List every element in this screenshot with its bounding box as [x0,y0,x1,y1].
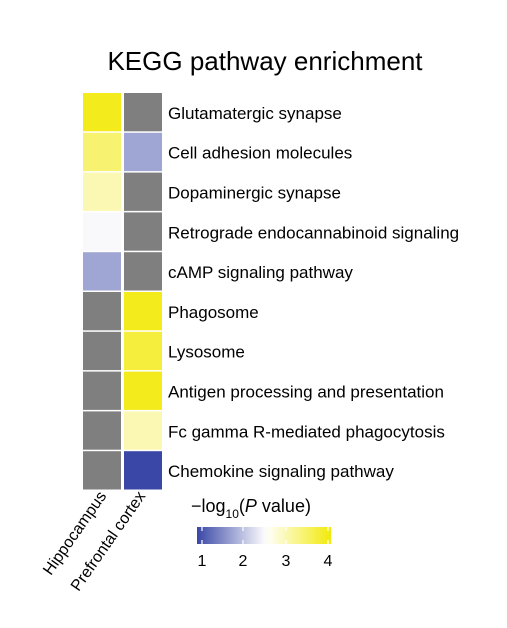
heatmap-cell [83,132,121,172]
row-labels: Glutamatergic synapse Cell adhesion molec… [168,104,459,481]
heatmap-cell [124,451,162,490]
heatmap-cell [124,132,162,172]
row-label: Lysosome [168,343,245,362]
heatmap-cell [124,212,162,251]
heatmap-cell [83,172,121,211]
heatmap-cell [124,172,162,211]
heatmap-cell [83,451,121,490]
heatmap-cell [83,292,121,331]
row-label: cAMP signaling pathway [168,263,353,282]
heatmap-cell [124,252,162,291]
heatmap-cell [124,93,162,132]
row-label: Retrograde endocannabinoid signaling [168,223,459,242]
row-label: Glutamatergic synapse [168,104,342,123]
heatmap-cell [83,93,121,132]
colorbar [197,527,331,544]
colorbar-legend: −log10(P value) 1 2 3 4 [191,496,333,570]
heatmap-cell [124,292,162,331]
heatmap-cell [124,411,162,450]
row-label: Fc gamma R-mediated phagocytosis [168,422,445,441]
chart-title: KEGG pathway enrichment [107,46,423,76]
row-label: Phagosome [168,303,259,322]
heatmap-cell [83,411,121,450]
heatmap-cell [83,331,121,371]
row-label: Antigen processing and presentation [168,383,444,402]
colorbar-tick-label: 4 [324,553,333,570]
row-label: Chemokine signaling pathway [168,462,394,481]
heatmap-cell [83,252,121,291]
colorbar-title: −log10(P value) [191,496,311,521]
colorbar-ticks: 1 2 3 4 [198,527,333,570]
colorbar-tick-label: 1 [198,553,207,570]
heatmap-cells [83,93,162,490]
colorbar-tick-label: 2 [239,553,248,570]
heatmap-cell [83,212,121,251]
row-label: Dopaminergic synapse [168,184,341,203]
row-label: Cell adhesion molecules [168,144,352,163]
heatmap-cell [83,371,121,410]
heatmap-cell [124,371,162,410]
colorbar-tick-label: 3 [282,553,291,570]
heatmap-cell [124,331,162,371]
column-label: Prefrontal cortex [68,489,149,595]
